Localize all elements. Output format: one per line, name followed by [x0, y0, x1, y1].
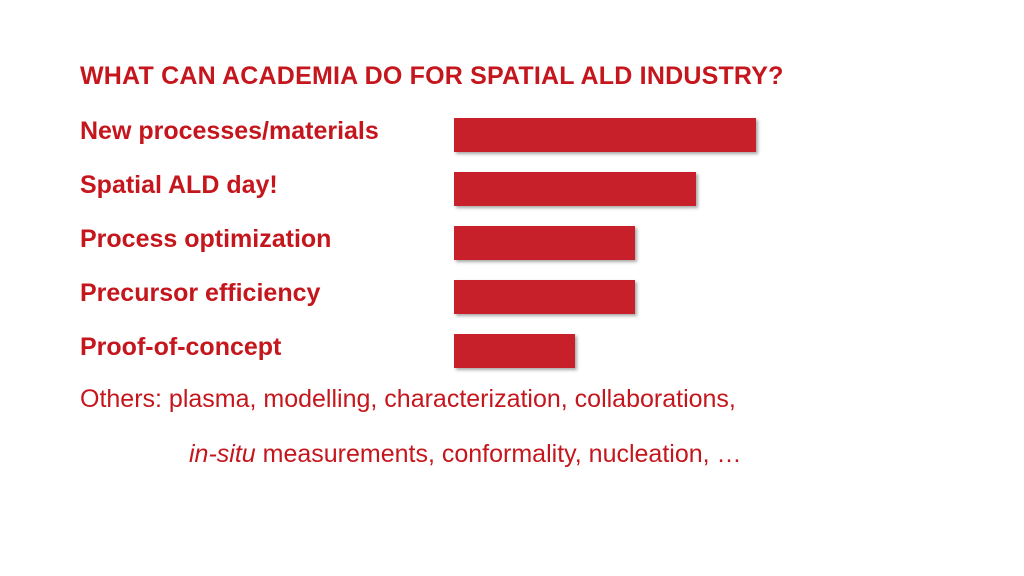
- bar-label: Process optimization: [80, 225, 332, 253]
- bar-label: Proof-of-concept: [80, 333, 282, 361]
- bar-label: New processes/materials: [80, 117, 379, 145]
- others-line-2-rest: measurements, conformality, nucleation, …: [255, 440, 742, 468]
- bar: [454, 172, 696, 206]
- others-line-2: in-situ measurements, conformality, nucl…: [189, 440, 742, 469]
- bar: [454, 118, 756, 152]
- slide-title: WHAT CAN ACADEMIA DO FOR SPATIAL ALD IND…: [80, 62, 784, 90]
- in-situ-text: in-situ: [189, 440, 256, 468]
- bar-label: Precursor efficiency: [80, 279, 321, 307]
- bar-label: Spatial ALD day!: [80, 171, 278, 199]
- others-line-1: Others: plasma, modelling, characterizat…: [80, 385, 736, 413]
- bar: [454, 226, 635, 260]
- bar: [454, 334, 575, 368]
- bar: [454, 280, 635, 314]
